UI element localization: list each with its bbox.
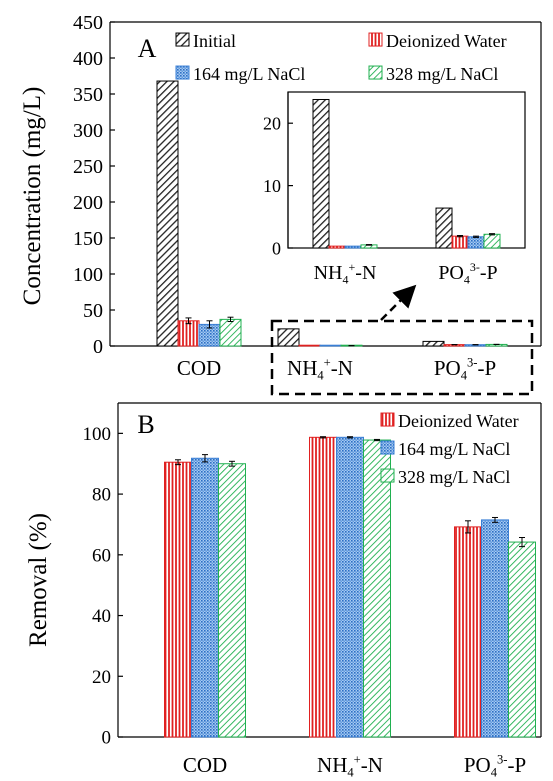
panel-a-legend-deionized-water: Deionized Water xyxy=(368,31,507,51)
panel-a-inset-errorbar-2-1 xyxy=(457,235,463,238)
panel-b-legend-328-nacl-label: 328 mg/L NaCl xyxy=(398,467,510,487)
panel-a-label: A xyxy=(138,34,157,63)
panel-a-inset-bar-1-1 xyxy=(328,245,346,249)
panel-b-bar-0-2 xyxy=(218,463,246,738)
panel-a-inset-bar-1-0 xyxy=(312,98,330,249)
panel-b-bar-2-2 xyxy=(508,541,536,738)
panel-b-legend-328-nacl: 328 mg/L NaCl xyxy=(380,467,510,487)
panel-a-ylabel: Concentration (mg/L) xyxy=(19,87,46,306)
panel-a-category-label-0: COD xyxy=(177,356,221,380)
panel-b-ylabel: Removal (%) xyxy=(25,513,52,647)
panel-b-bar-1-1 xyxy=(336,436,364,738)
panel-b-bar-2-1 xyxy=(481,519,509,738)
panel-b-errorbar-1-1 xyxy=(347,436,353,439)
panel-a-bar-2-0 xyxy=(422,340,445,347)
panel-a-inset-bar-2-2 xyxy=(467,236,485,249)
panel-a-errorbar-0-1 xyxy=(185,317,192,325)
panel-b-bar-0-0 xyxy=(164,461,192,738)
panel-b-legend-328-nacl-swatch xyxy=(380,468,395,483)
panel-a-legend-328-nacl-swatch xyxy=(368,65,383,80)
panel-b-errorbar-2-0 xyxy=(465,520,471,534)
panel-b-y-tick-label-2: 40 xyxy=(92,606,111,627)
panel-b-bar-0-1 xyxy=(191,457,219,738)
panel-a-y-tick-label-3: 150 xyxy=(73,228,103,250)
panel-b-y-tick-label-1: 20 xyxy=(92,667,111,688)
panel-a-legend-deionized-water-label: Deionized Water xyxy=(386,31,507,51)
panel-a-inset-y-tick-label-1: 10 xyxy=(263,176,281,196)
panel-a-inset-errorbar-2-3 xyxy=(489,233,495,236)
panel-a-inset-bar-2-3 xyxy=(483,233,501,249)
panel-a-y-tick-label-2: 100 xyxy=(73,264,103,286)
panel-a-chart: 050100150200250300350400450Concentration… xyxy=(19,12,542,396)
panel-a-inset-errorbar-2-2 xyxy=(473,235,479,238)
panel-a-legend-328-nacl: 328 mg/L NaCl xyxy=(368,64,498,84)
panel-a-errorbar-0-2 xyxy=(206,320,213,329)
panel-a-bar-1-1 xyxy=(298,344,321,347)
panel-b-errorbar-0-0 xyxy=(175,459,181,466)
panel-a-inset-bar-2-0 xyxy=(435,207,453,249)
panel-a-y-tick-label-8: 400 xyxy=(73,48,103,70)
panel-b-legend-deionized-water-label: Deionized Water xyxy=(398,411,519,431)
panel-b-chart: 0 20 40 60 80 100 Removal (%) B COD NH4+-N PO43--P… xyxy=(25,402,542,780)
panel-b-category-label-0: COD xyxy=(183,753,227,777)
panel-a-bar-0-3 xyxy=(219,318,242,347)
panel-a-inset-category-label-1: PO43--P xyxy=(438,260,497,286)
panel-a-inset-y-tick-label-0: 0 xyxy=(272,238,281,258)
panel-a-y-tick-label-0: 0 xyxy=(93,336,103,358)
panel-b-errorbar-1-2 xyxy=(374,438,380,442)
panel-a-bar-1-2 xyxy=(319,344,342,347)
panel-b-errorbar-2-1 xyxy=(492,516,498,523)
panel-b-label: B xyxy=(137,410,154,439)
panel-a-legend-164-nacl: 164 mg/L NaCl xyxy=(175,64,305,84)
panel-b-y-tick-label-5: 100 xyxy=(83,424,112,445)
panel-b-legend-164-nacl-swatch xyxy=(380,440,395,455)
panel-b-errorbar-1-0 xyxy=(320,436,326,439)
panel-b-bar-2-0 xyxy=(454,526,482,738)
panel-a-bar-0-0 xyxy=(156,80,179,347)
panel-a-inset: 0 10 20 NH4+-N PO43--P xyxy=(263,91,526,286)
panel-b-legend-deionized-water-swatch xyxy=(380,412,395,427)
panel-a-legend-deionized-water-swatch xyxy=(368,32,383,47)
panel-a-bar-1-0 xyxy=(277,328,300,347)
panel-b-errorbar-0-2 xyxy=(229,460,235,467)
panel-a-errorbar-0-3 xyxy=(227,316,234,323)
panel-a-legend-initial-label: Initial xyxy=(193,31,236,51)
panel-a-inset-errorbar-1-3 xyxy=(366,244,372,246)
panel-a-y-tick-label-7: 350 xyxy=(73,84,103,106)
panel-b-category-label-2: PO43--P xyxy=(464,753,526,780)
panel-a-y-tick-label-6: 300 xyxy=(73,120,103,142)
panel-a-y-tick-label-5: 250 xyxy=(73,156,103,178)
panel-a-inset-category-label-0: NH4+-N xyxy=(314,260,377,286)
panel-b-legend-164-nacl: 164 mg/L NaCl xyxy=(380,439,510,459)
panel-a-category-label-2: PO43--P xyxy=(434,356,496,383)
panel-a-zoom-box xyxy=(270,319,534,396)
panel-a-category-label-1: NH4+-N xyxy=(287,356,353,383)
panel-b-bar-1-0 xyxy=(309,436,337,738)
panel-b-legend-deionized-water: Deionized Water xyxy=(380,411,519,431)
panel-a-legend-164-nacl-label: 164 mg/L NaCl xyxy=(193,64,305,84)
panel-a-y-tick-label-1: 50 xyxy=(83,300,103,322)
panel-b-y-tick-label-0: 0 xyxy=(102,728,112,749)
panel-b-y-tick-label-4: 80 xyxy=(92,485,111,506)
panel-a-inset-y-tick-label-2: 20 xyxy=(263,114,281,134)
panel-b-bar-1-2 xyxy=(363,439,391,738)
panel-a-legend-328-nacl-label: 328 mg/L NaCl xyxy=(386,64,498,84)
panel-b-errorbar-0-1 xyxy=(202,454,208,463)
panel-a-y-tick-label-4: 200 xyxy=(73,192,103,214)
panel-b-category-label-1: NH4+-N xyxy=(317,753,383,780)
panel-a-inset-bar-2-1 xyxy=(451,235,469,249)
panel-a-inset-bar-1-2 xyxy=(344,245,362,249)
panel-b-legend-164-nacl-label: 164 mg/L NaCl xyxy=(398,439,510,459)
panel-a-zoom-arrow xyxy=(380,284,417,321)
panel-b-y-tick-label-3: 60 xyxy=(92,545,111,566)
panel-a-bar-0-1 xyxy=(177,320,200,347)
panel-b-errorbar-2-2 xyxy=(519,537,525,548)
panel-a-y-tick-label-9: 450 xyxy=(73,12,103,34)
panel-a-legend-initial: Initial xyxy=(175,31,236,51)
panel-a-legend-initial-swatch xyxy=(175,32,190,47)
panel-a-legend-164-nacl-swatch xyxy=(175,65,190,80)
